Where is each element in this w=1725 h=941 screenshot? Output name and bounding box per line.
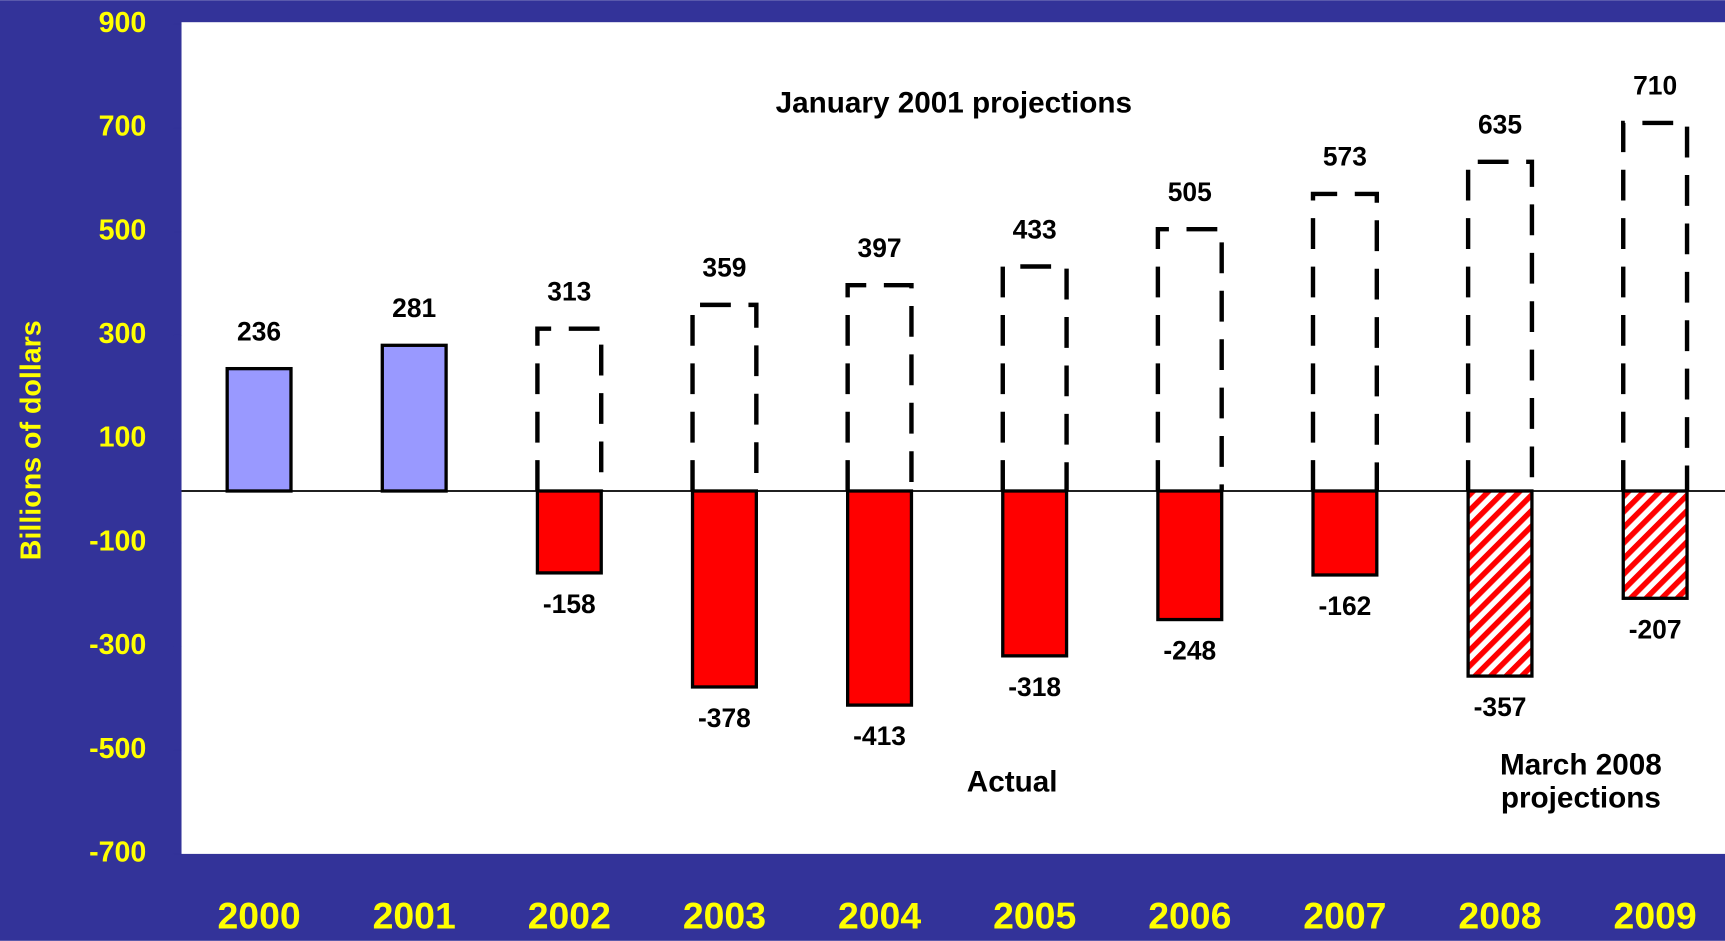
x-tick-label: 2001 bbox=[373, 895, 456, 937]
x-tick-label: 2003 bbox=[683, 895, 766, 937]
bar bbox=[535, 489, 603, 575]
data-label: 710 bbox=[1633, 71, 1677, 101]
hatched-bar bbox=[1466, 489, 1534, 678]
y-tick-label: 500 bbox=[99, 214, 147, 246]
data-label: -207 bbox=[1629, 614, 1682, 644]
y-axis-label: Billions of dollars bbox=[16, 320, 48, 560]
series-annotation-box: March 2008 projections bbox=[1499, 748, 1662, 815]
series-annotation: January 2001 projections bbox=[776, 87, 1132, 120]
data-label: 281 bbox=[392, 293, 436, 323]
bar bbox=[225, 366, 293, 493]
hatched-bar bbox=[1621, 489, 1689, 600]
bar bbox=[380, 343, 448, 493]
bar bbox=[1311, 489, 1379, 577]
projected-bar bbox=[535, 326, 604, 491]
y-tick-label: 700 bbox=[99, 111, 147, 143]
y-tick-label: -100 bbox=[89, 525, 146, 557]
data-label: -158 bbox=[543, 589, 596, 619]
data-label: 635 bbox=[1478, 110, 1522, 140]
bar bbox=[845, 489, 914, 707]
x-tick-label: 2007 bbox=[1303, 895, 1386, 937]
series-annotation: March 2008 projections bbox=[1499, 748, 1662, 815]
data-label: -162 bbox=[1318, 591, 1371, 621]
data-label: 433 bbox=[1013, 214, 1057, 244]
projected-bar bbox=[1621, 120, 1690, 491]
y-tick-label: -700 bbox=[89, 836, 146, 868]
data-label: 505 bbox=[1168, 177, 1212, 207]
projected-bar bbox=[690, 302, 759, 491]
projected-bar bbox=[1000, 264, 1069, 491]
data-label: -378 bbox=[698, 703, 751, 733]
x-tick-label: 2009 bbox=[1614, 895, 1697, 937]
data-label: 573 bbox=[1323, 142, 1367, 172]
x-tick-label: 2006 bbox=[1148, 895, 1231, 937]
y-tick-label: 100 bbox=[99, 422, 147, 454]
data-label: 397 bbox=[858, 233, 902, 263]
y-tick-label: 300 bbox=[99, 318, 147, 350]
projected-bar bbox=[1155, 226, 1224, 491]
data-label: 236 bbox=[237, 316, 281, 346]
y-tick-label: -500 bbox=[89, 733, 146, 765]
series-annotation: Actual bbox=[967, 765, 1058, 798]
projected-bar bbox=[845, 282, 914, 491]
x-tick-label: 2000 bbox=[217, 895, 300, 937]
bar bbox=[1156, 489, 1224, 622]
data-label: -248 bbox=[1163, 636, 1216, 666]
y-tick-label: -300 bbox=[89, 629, 146, 661]
data-label: -413 bbox=[853, 721, 906, 751]
y-tick-label: 900 bbox=[99, 7, 147, 39]
x-tick-label: 2008 bbox=[1458, 895, 1541, 937]
x-tick-label: 2002 bbox=[528, 895, 611, 937]
data-label: 313 bbox=[547, 276, 591, 306]
x-tick-label: 2005 bbox=[993, 895, 1076, 937]
bar bbox=[690, 489, 758, 689]
x-tick-label: 2004 bbox=[838, 895, 921, 937]
projected-bar bbox=[1310, 191, 1380, 491]
data-label: -318 bbox=[1008, 672, 1061, 702]
data-label: -357 bbox=[1474, 692, 1527, 722]
projected-bar bbox=[1465, 159, 1535, 491]
bar bbox=[1001, 489, 1069, 658]
data-label: 359 bbox=[702, 253, 746, 283]
